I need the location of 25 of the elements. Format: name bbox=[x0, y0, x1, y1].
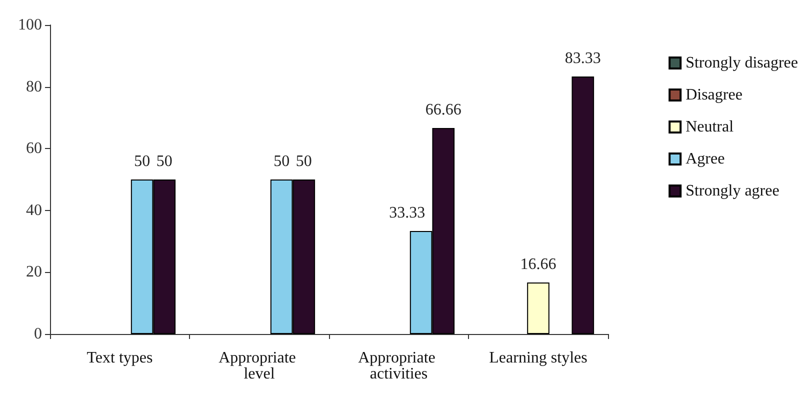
data-label: 50 bbox=[274, 153, 290, 170]
x-tick-label: Appropriate level bbox=[218, 350, 300, 382]
y-tick-label: 40 bbox=[26, 202, 42, 219]
data-label: 50 bbox=[296, 153, 312, 170]
data-label: 83.33 bbox=[564, 50, 601, 68]
data-label: 33.33 bbox=[389, 204, 426, 222]
x-tick-label: Text types bbox=[86, 350, 153, 366]
legend-label: Agree bbox=[686, 150, 725, 168]
data-label: 66.66 bbox=[425, 102, 462, 119]
y-tick-label: 20 bbox=[26, 264, 42, 281]
legend-label: Strongly disagree bbox=[686, 54, 798, 72]
y-tick-label: 60 bbox=[26, 140, 42, 158]
data-label: 50 bbox=[134, 153, 150, 170]
data-label: 50 bbox=[156, 153, 172, 170]
legend-label: Strongly agree bbox=[686, 182, 780, 200]
y-tick-label: 0 bbox=[34, 326, 42, 342]
x-tick-label: Learning styles bbox=[489, 350, 588, 366]
legend-label: Neutral bbox=[686, 118, 734, 136]
x-tick-label: Appropriate activities bbox=[358, 350, 440, 382]
legend-label: Disagree bbox=[686, 86, 742, 104]
y-tick-label: 100 bbox=[18, 16, 42, 34]
bar bbox=[572, 76, 594, 334]
bar bbox=[527, 282, 550, 334]
y-tick-label: 80 bbox=[26, 78, 42, 96]
data-label: 16.66 bbox=[520, 256, 556, 274]
